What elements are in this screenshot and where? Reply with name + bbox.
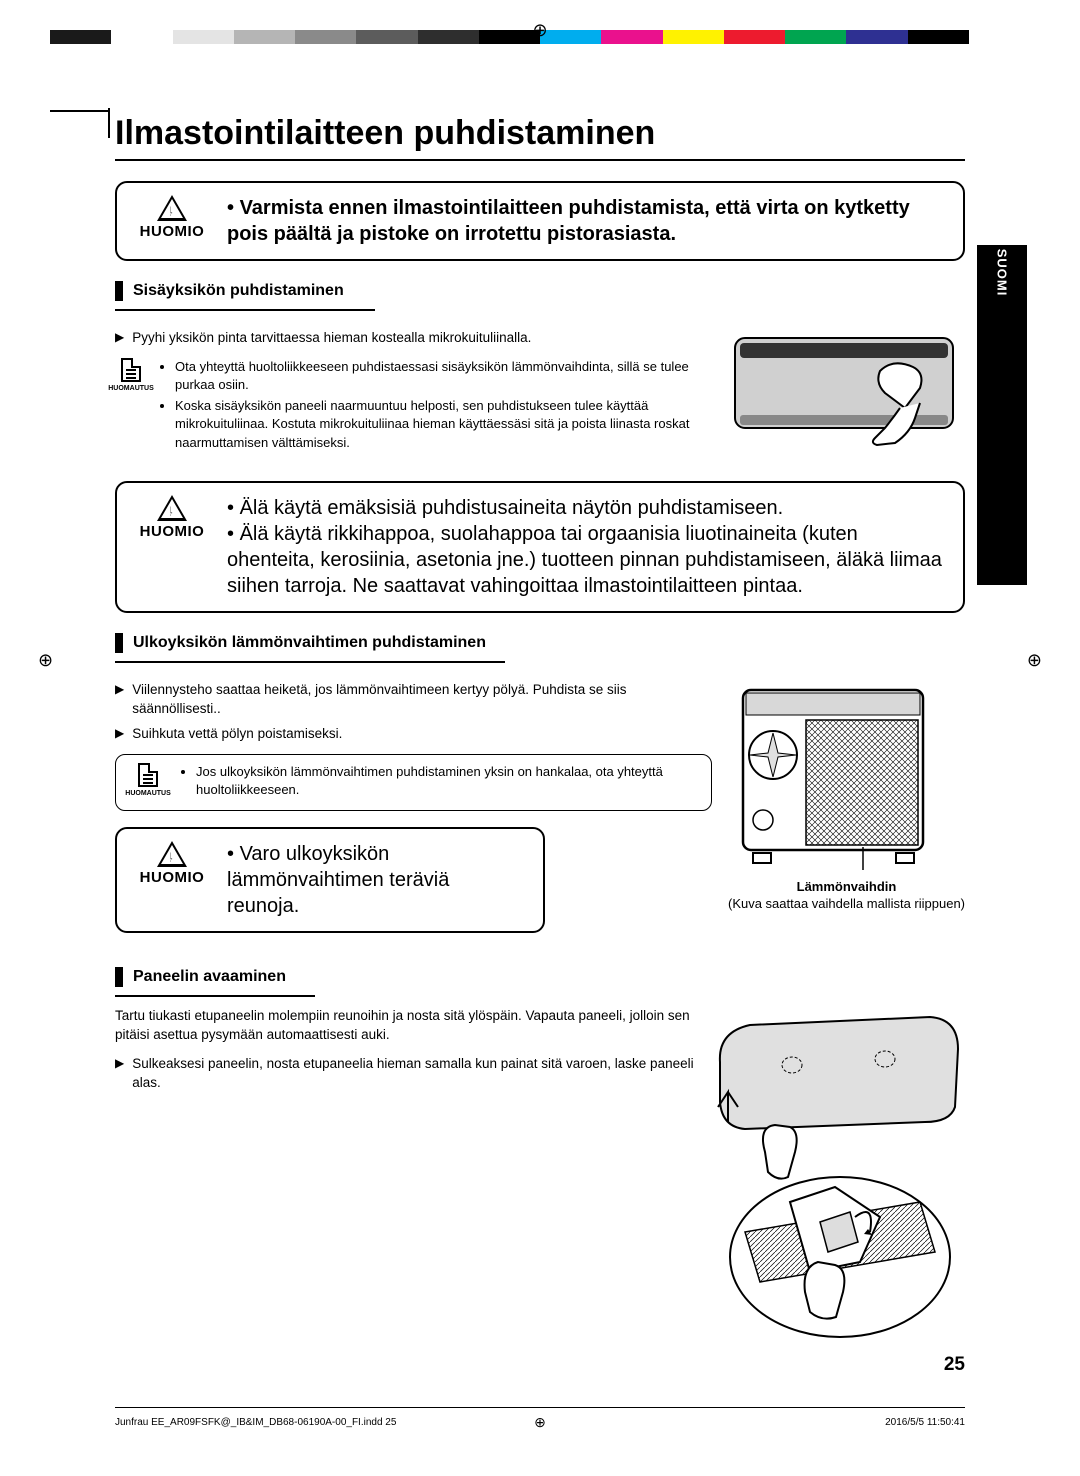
note-icon: HUOMAUTUS (115, 358, 147, 394)
section-2-bullet-2: Suihkuta vettä pölyn poistamiseksi. (132, 725, 342, 744)
section-3-rule (115, 995, 315, 997)
registration-mark-left: ⊕ (38, 650, 53, 671)
title-rule (115, 159, 965, 161)
warning-icon: ! (157, 195, 187, 221)
caution-box-3: ! HUOMIO • Varo ulkoyksikön lämmönvaihti… (115, 827, 545, 933)
caution-label: HUOMIO (140, 869, 205, 886)
registration-mark-right: ⊕ (1027, 650, 1042, 671)
outdoor-caption-title: Lämmönvaihdin (797, 879, 897, 894)
panel-open-illustration (710, 1007, 965, 1347)
footer-timestamp: 2016/5/5 11:50:41 (885, 1417, 965, 1428)
page-content: Ilmastointilaitteen puhdistaminen ! HUOM… (115, 100, 965, 1376)
caution-1-text: Varmista ennen ilmastointilaitteen puhdi… (227, 197, 910, 245)
side-language-tab: SUOMI (977, 245, 1027, 585)
section-3-bullet: Sulkeaksesi paneelin, nosta etupaneelia … (132, 1055, 694, 1093)
section-3-title: Paneelin avaaminen (133, 968, 286, 986)
caution-label: HUOMIO (140, 523, 205, 540)
registration-mark-top: ⊕ (532, 20, 547, 41)
caution-box-1: ! HUOMIO • Varmista ennen ilmastointilai… (115, 181, 965, 261)
side-tab-label: SUOMI (995, 249, 1010, 297)
caution-label: HUOMIO (140, 223, 205, 240)
section-1-rule (115, 309, 375, 311)
note-icon: HUOMAUTUS (128, 763, 168, 799)
caution-box-2: ! HUOMIO • Älä käytä emäksisiä puhdistus… (115, 481, 965, 613)
section-3-intro: Tartu tiukasti etupaneelin molempiin reu… (115, 1007, 694, 1045)
indoor-unit-illustration (725, 323, 965, 463)
section-marker (115, 281, 123, 301)
warning-icon: ! (157, 495, 187, 521)
section-1-note-2: Koska sisäyksikön paneeli naarmuuntuu he… (175, 397, 711, 452)
section-1-title: Sisäyksikön puhdistaminen (133, 282, 344, 300)
section-marker (115, 967, 123, 987)
section-2-bullet-1: Viilennysteho saattaa heiketä, jos lämmö… (132, 681, 712, 719)
page-title: Ilmastointilaitteen puhdistaminen (115, 114, 965, 153)
section-2-note-1: Jos ulkoyksikön lämmönvaihtimen puhdista… (196, 763, 699, 799)
caution-2-line-1: Älä käytä emäksisiä puhdistusaineita näy… (240, 497, 784, 519)
outdoor-caption-sub: (Kuva saattaa vaihdella mallista riippue… (728, 896, 965, 911)
section-1-bullet: Pyyhi yksikön pinta tarvittaessa hieman … (132, 329, 531, 348)
footer-reg-mark: ⊕ (534, 1414, 546, 1431)
section-1-note-1: Ota yhteyttä huoltoliikkeeseen puhdistae… (175, 358, 711, 394)
page-number: 25 (944, 1354, 965, 1376)
crop-mark (50, 110, 110, 112)
print-footer: Junfrau EE_AR09FSFK@_IB&IM_DB68-06190A-0… (115, 1407, 965, 1431)
section-2-title: Ulkoyksikön lämmönvaihtimen puhdistamine… (133, 634, 486, 652)
warning-icon: ! (157, 841, 187, 867)
section-2-rule (115, 661, 505, 663)
caution-2-line-2: Älä käytä rikkihappoa, suolahappoa tai o… (227, 523, 942, 597)
caution-3-text: Varo ulkoyksikön lämmönvaihtimen teräviä… (227, 843, 449, 917)
outdoor-unit-illustration (728, 675, 938, 875)
section-marker (115, 633, 123, 653)
footer-filename: Junfrau EE_AR09FSFK@_IB&IM_DB68-06190A-0… (115, 1417, 396, 1428)
